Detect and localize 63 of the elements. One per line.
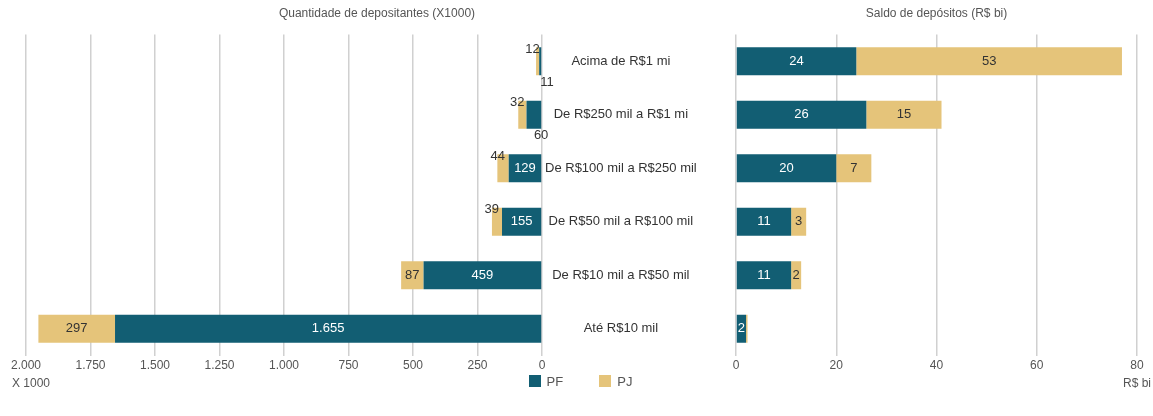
x-tick-label: 2.000 — [11, 358, 42, 373]
data-label: 87 — [405, 266, 420, 282]
x-tick-label: 1.500 — [140, 358, 171, 373]
data-label: 32 — [509, 94, 525, 110]
data-label: 11 — [757, 213, 771, 229]
data-label: 3 — [795, 213, 803, 229]
y-tick-label: Acima de R$1 mi — [571, 52, 671, 68]
x-tick-label: 0 — [732, 358, 740, 373]
data-label: 53 — [981, 52, 997, 68]
data-label: 26 — [794, 106, 809, 122]
data-label: 155 — [510, 213, 533, 229]
data-label: 7 — [850, 159, 858, 175]
x-tick-label: 1.000 — [268, 358, 300, 373]
data-label: 39 — [484, 201, 499, 217]
x-tick-label: 250 — [467, 358, 488, 373]
y-tick-label: De R$250 mil a R$1 mi — [553, 106, 689, 122]
x-tick-label: 1.750 — [75, 358, 106, 373]
data-label: 129 — [514, 159, 536, 175]
data-label: 297 — [65, 320, 88, 336]
bar — [736, 100, 867, 129]
bar — [736, 154, 837, 183]
data-label: 2 — [737, 320, 745, 336]
x-tick-label: 80 — [1130, 358, 1144, 373]
x-tick-label: 40 — [929, 358, 944, 373]
legend-label: PF — [546, 373, 564, 389]
bar — [38, 314, 116, 343]
data-label: 11 — [540, 73, 554, 89]
data-label: 20 — [779, 159, 794, 175]
data-label: 24 — [789, 52, 804, 68]
bar — [736, 47, 857, 76]
data-label: 11 — [757, 266, 771, 282]
y-tick-label: De R$50 mil a R$100 mil — [548, 213, 694, 229]
data-label: 44 — [490, 147, 506, 163]
bar — [526, 100, 542, 129]
data-label: 60 — [533, 127, 549, 143]
bar — [836, 154, 872, 183]
legend-label: PJ — [617, 373, 633, 389]
data-label: 12 — [525, 40, 540, 56]
chart-title: Quantidade de depositantes (X1000) — [278, 5, 476, 20]
x-axis-title: R$ bi — [1122, 376, 1151, 391]
x-tick-label: 0 — [538, 358, 546, 373]
data-label: 15 — [896, 106, 912, 122]
bar — [736, 261, 792, 290]
x-axis-title: X 1000 — [12, 376, 51, 391]
data-label: 459 — [471, 266, 494, 282]
y-tick-label: De R$100 mil a R$250 mil — [545, 159, 697, 175]
y-tick-label: Até R$10 mil — [583, 320, 659, 336]
bar — [791, 207, 807, 236]
x-tick-label: 750 — [338, 358, 359, 373]
x-tick-label: 20 — [829, 358, 844, 373]
chart-title: Saldo de depósitos (R$ bi) — [865, 5, 1008, 20]
x-tick-label: 1.250 — [204, 358, 235, 373]
bar — [401, 261, 424, 290]
x-tick-label: 500 — [402, 358, 424, 373]
bar — [423, 261, 542, 290]
x-tick-label: 60 — [1030, 358, 1044, 373]
bar — [115, 314, 542, 343]
bar — [866, 100, 942, 129]
bar — [856, 47, 1122, 76]
y-tick-label: De R$10 mil a R$50 mil — [552, 266, 690, 282]
data-label: 2 — [792, 266, 800, 282]
bar — [736, 207, 792, 236]
data-label: 1.655 — [311, 320, 345, 336]
